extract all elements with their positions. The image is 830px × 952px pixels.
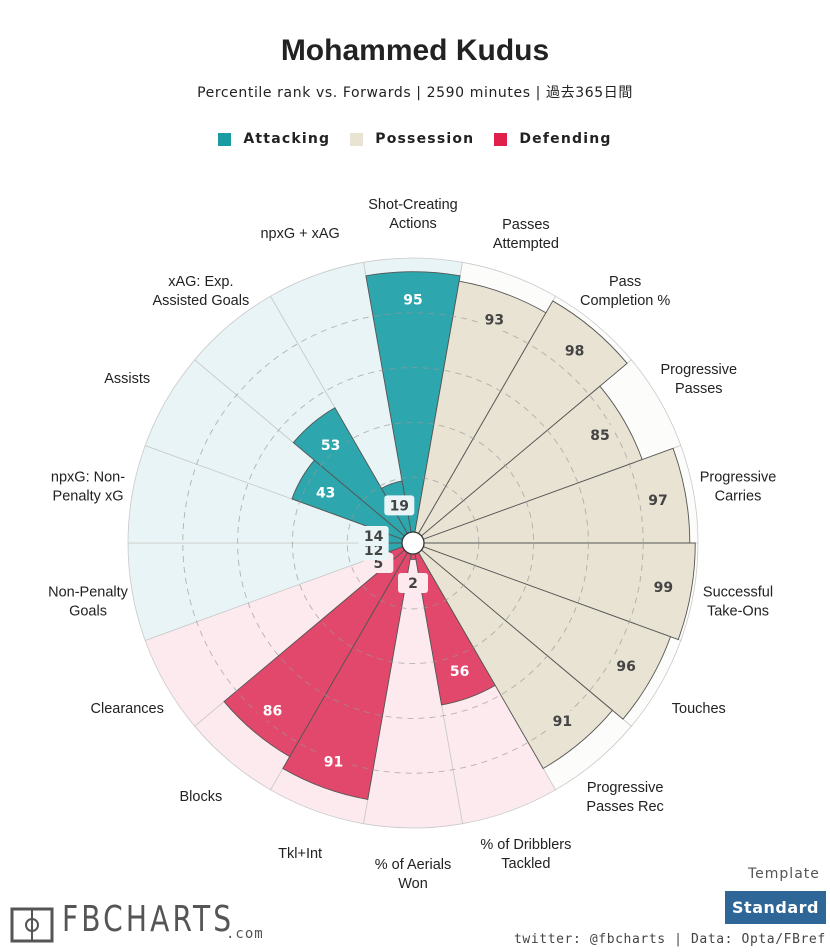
svg-text:91: 91 [553,714,572,730]
value-label-of-aerials-won: 2 [398,573,428,593]
axis-label-of-aerials-won: % of Aerials Won [375,857,452,892]
legend-item-possession: Possession [350,131,474,147]
chart-title: Mohammed Kudus [280,34,550,67]
gridline-40 [291,421,535,665]
pitch-icon [10,907,54,943]
axis-label-npxg-non-penalty-xg: npxG: Non-Penalty xG [51,470,125,505]
gridline-80 [182,312,644,774]
svg-text:96: 96 [616,659,635,675]
value-label-xag-exp-assisted-goals: 53 [315,434,346,455]
legend-item-attacking: Attacking [218,131,330,147]
axis-label-pass-completion: Pass Completion % [580,274,670,309]
svg-text:14: 14 [364,529,384,545]
svg-text:97: 97 [648,493,667,509]
svg-text:99: 99 [654,580,673,596]
axis-label-progressive-carries: Progressive Carries [700,470,777,505]
value-label-progressive-passes-rec: 91 [547,710,578,731]
fbcharts-logo: FBCHARTS .com [10,899,270,948]
svg-text:86: 86 [263,703,282,719]
svg-text:53: 53 [321,438,340,454]
logo-text: FBCHARTS [62,899,235,940]
svg-text:95: 95 [403,293,422,309]
svg-text:43: 43 [316,486,335,502]
axis-label-progressive-passes-rec: Progressive Passes Rec [586,780,663,815]
legend-label-defending: Defending [519,131,612,147]
legend-swatch-defending [494,132,508,146]
axis-label-shot-creating-actions: Shot-Creating Actions [368,197,457,232]
value-label-of-dribblers-tackled: 56 [444,661,475,682]
axis-label-passes-attempted: Passes Attempted [493,217,559,252]
value-label-tkl-int: 91 [318,751,349,772]
svg-text:19: 19 [390,498,409,514]
axis-label-progressive-passes: Progressive Passes [661,362,738,397]
value-label-blocks: 86 [257,700,288,721]
legend-item-defending: Defending [494,131,611,147]
value-label-assists: 43 [310,482,341,503]
value-label-successful-take-ons: 99 [648,577,679,598]
axis-label-assists: Assists [104,371,150,387]
chart-subtitle: Percentile rank vs. Forwards | 2590 minu… [197,85,633,101]
axis-label-tkl-int: Tkl+Int [278,846,322,862]
value-label-pass-completion: 98 [559,340,590,361]
svg-text:98: 98 [565,343,584,359]
value-label-npxg-non-penalty-xg: 14 [358,526,389,547]
axis-label-clearances: Clearances [91,701,164,717]
template-standard-button[interactable]: Standard [725,891,826,924]
svg-text:2: 2 [408,576,418,592]
axis-label-of-dribblers-tackled: % of Dribblers Tackled [480,837,571,872]
value-label-passes-attempted: 93 [479,309,510,330]
credits-text: twitter: @fbcharts | Data: Opta/FBref [514,932,826,947]
value-label-progressive-passes: 85 [584,425,615,446]
template-label: Template [748,866,820,882]
gridline-60 [237,367,589,719]
logo-suffix: .com [226,926,264,942]
center-hub [401,531,425,555]
legend-swatch-possession [350,132,364,146]
axis-label-touches: Touches [672,701,726,717]
svg-text:56: 56 [450,664,469,680]
svg-text:85: 85 [590,428,609,444]
legend-label-possession: Possession [375,131,475,147]
svg-text:93: 93 [485,313,504,329]
axis-label-successful-take-ons: Successful Take-Ons [703,584,773,619]
legend-label-attacking: Attacking [243,131,331,147]
legend-swatch-attacking [218,132,232,146]
value-label-shot-creating-actions: 95 [398,289,428,310]
axis-label-blocks: Blocks [180,789,223,805]
svg-text:5: 5 [373,556,383,572]
gridline-20 [346,476,480,610]
value-label-npxg-xag: 19 [384,495,415,516]
value-label-touches: 96 [611,656,642,677]
svg-text:91: 91 [324,754,343,770]
svg-text:12: 12 [364,543,383,559]
legend: Attacking Possession Defending [0,131,830,147]
value-label-progressive-carries: 97 [643,489,674,510]
axis-label-xag-exp-assisted-goals: xAG: Exp. Assisted Goals [153,274,250,309]
axis-label-npxg-xag: npxG + xAG [260,226,339,242]
axis-label-non-penalty-goals: Non-Penalty Goals [48,584,129,619]
